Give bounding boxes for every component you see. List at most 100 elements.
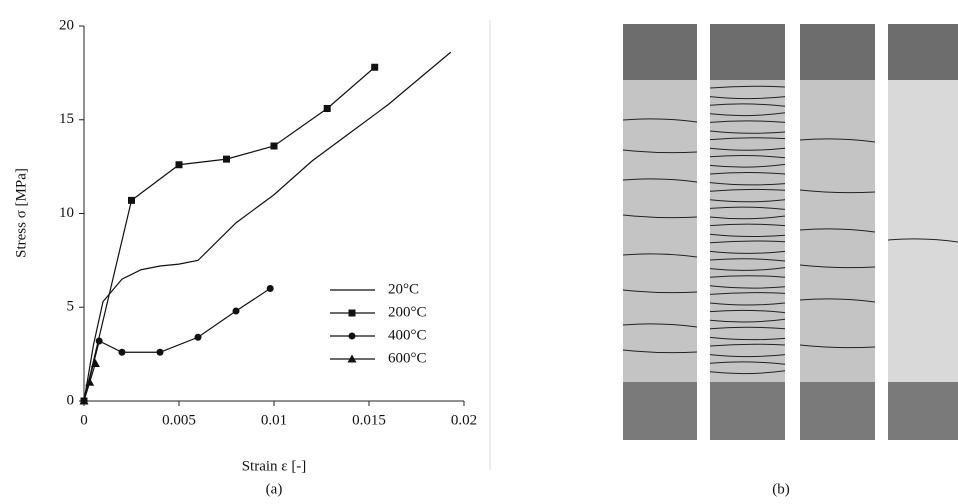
series-line xyxy=(83,51,452,402)
x-axis-label: Strain ε [-] xyxy=(242,458,307,474)
crack xyxy=(709,318,786,323)
series-line xyxy=(83,66,376,402)
marker xyxy=(95,337,103,345)
grip xyxy=(800,382,875,440)
crack xyxy=(709,292,786,295)
marker xyxy=(348,309,356,317)
caption: (a) xyxy=(266,481,283,497)
crack xyxy=(799,189,876,194)
marker xyxy=(194,333,202,341)
grip xyxy=(623,24,697,80)
crack xyxy=(709,147,786,151)
crack xyxy=(709,103,786,107)
crack xyxy=(887,238,958,243)
crack xyxy=(709,130,786,134)
crack xyxy=(622,178,698,183)
crack xyxy=(799,264,876,269)
specimen xyxy=(710,80,785,382)
crack xyxy=(622,349,698,354)
crack xyxy=(709,172,786,175)
crack xyxy=(622,149,698,154)
caption: (b) xyxy=(772,481,790,497)
specimen xyxy=(623,80,697,382)
crack xyxy=(709,361,786,365)
crack xyxy=(709,250,786,254)
y-axis-label: Stress σ [MPa] xyxy=(13,168,29,258)
marker xyxy=(79,396,89,405)
marker xyxy=(348,332,356,340)
crack xyxy=(709,343,786,347)
crack xyxy=(622,323,698,328)
crack xyxy=(709,302,786,306)
crack xyxy=(709,120,786,123)
x-tick-label: 0.02 xyxy=(451,412,477,428)
crack xyxy=(709,199,786,203)
marker xyxy=(371,63,379,71)
specimen xyxy=(888,80,958,382)
y-tick-label: 15 xyxy=(59,111,74,127)
crack xyxy=(799,138,876,143)
marker xyxy=(223,155,230,163)
crack xyxy=(709,309,786,314)
legend-label: 600°C xyxy=(388,350,427,366)
crack xyxy=(709,96,786,100)
y-tick-label: 20 xyxy=(59,17,74,33)
crack xyxy=(709,258,786,262)
crack xyxy=(709,188,786,192)
crack xyxy=(622,253,698,258)
grip xyxy=(710,382,785,440)
legend-label: 400°C xyxy=(388,327,427,343)
specimen-photo xyxy=(622,24,958,440)
crack xyxy=(709,233,786,237)
crack xyxy=(709,155,786,159)
crack xyxy=(622,118,698,123)
grip xyxy=(800,24,875,80)
marker xyxy=(266,285,274,292)
crack xyxy=(709,354,786,358)
crack xyxy=(709,137,786,141)
crack xyxy=(709,267,786,271)
marker xyxy=(347,354,357,363)
legend-label: 200°C xyxy=(388,304,427,320)
x-tick-label: 0.005 xyxy=(162,412,196,428)
marker xyxy=(156,348,164,356)
crack xyxy=(622,214,698,219)
crack xyxy=(709,206,786,210)
crack xyxy=(709,285,786,289)
crack xyxy=(799,344,876,349)
crack xyxy=(709,240,786,244)
crack xyxy=(799,228,876,233)
grip xyxy=(888,24,958,80)
marker xyxy=(90,359,100,367)
crack xyxy=(709,182,786,186)
marker xyxy=(232,307,240,315)
crack xyxy=(709,370,786,375)
marker xyxy=(270,142,278,150)
crack xyxy=(709,275,786,278)
x-tick-label: 0.01 xyxy=(261,412,287,428)
legend-label: 20°C xyxy=(388,281,419,297)
crack xyxy=(622,289,698,294)
marker xyxy=(175,161,183,169)
grip xyxy=(623,382,697,440)
marker xyxy=(118,348,126,356)
x-tick-label: 0 xyxy=(80,412,88,428)
grip xyxy=(710,24,785,80)
crack xyxy=(709,163,786,168)
crack xyxy=(709,336,786,341)
crack xyxy=(709,112,786,117)
series-line xyxy=(83,287,271,402)
y-tick-label: 0 xyxy=(67,392,75,408)
y-tick-label: 10 xyxy=(59,205,74,221)
grip xyxy=(888,382,958,440)
crack xyxy=(709,215,786,220)
marker xyxy=(128,196,135,204)
marker xyxy=(323,105,331,112)
crack xyxy=(709,326,786,330)
crack xyxy=(709,223,786,227)
crack xyxy=(799,298,876,303)
crack xyxy=(709,85,786,89)
y-tick-label: 5 xyxy=(67,299,75,315)
x-tick-label: 0.015 xyxy=(352,412,386,428)
